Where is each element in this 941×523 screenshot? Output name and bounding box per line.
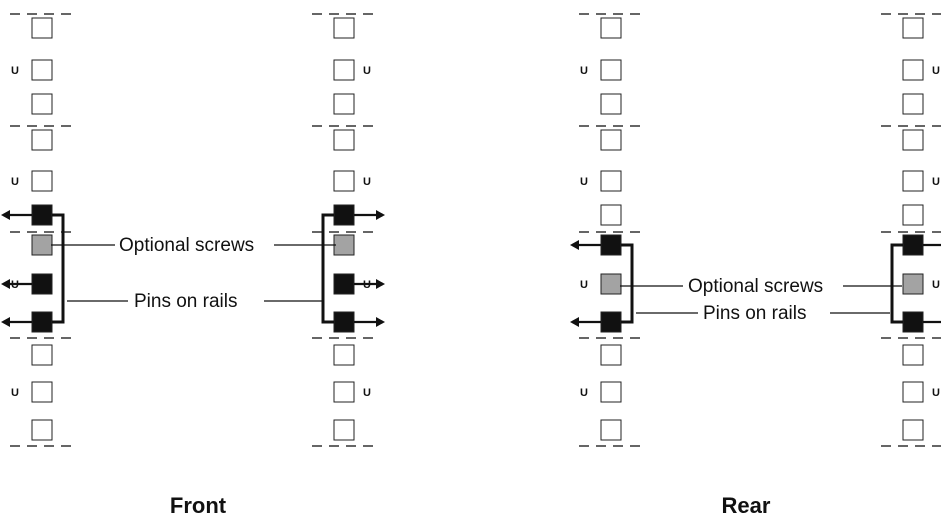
front-screws-label: Optional screws (119, 235, 254, 256)
front-rail-hole-0-0 (31, 17, 53, 39)
rear-pin-square-1-6 (902, 234, 924, 256)
rear-unit-label-1-1: U (932, 176, 940, 188)
rear-pin-square-0-8 (600, 311, 622, 333)
front-rail-hole-1-4 (333, 170, 355, 192)
front-rail-hole-0-1 (31, 59, 53, 81)
front-rail-hole-0-2 (31, 93, 53, 115)
front-pin-square-1-8 (333, 311, 355, 333)
front-panel: Optional screws Pins on rails Front (51, 235, 336, 518)
rear-rail-hole-1-0 (902, 17, 924, 39)
front-rail-hole-0-10 (31, 381, 53, 403)
rear-rail-hole-0-0 (600, 17, 622, 39)
front-arrow-icon-0-2 (1, 317, 10, 327)
front-unit-label-0-0: U (11, 65, 19, 77)
front-arrow-icon-1-0 (376, 210, 385, 220)
front-arrow-icon-0-1 (1, 279, 10, 289)
rear-rail-hole-1-11 (902, 419, 924, 441)
rear-screw-square-0-7 (600, 273, 622, 295)
rear-arrow-icon-0-0 (570, 240, 579, 250)
front-pin-bracket-1 (321, 213, 334, 324)
front-rail-hole-0-11 (31, 419, 53, 441)
front-pin-square-1-7 (333, 273, 355, 295)
front-pin-square-1-5 (333, 204, 355, 226)
front-rail-hole-1-1 (333, 59, 355, 81)
rear-pin-bracket-1 (890, 243, 903, 324)
front-pin-square-0-7 (31, 273, 53, 295)
front-rail-hole-0-3 (31, 129, 53, 151)
rails-layer: UUUUUUUUUUUUUUUU (1, 13, 941, 447)
front-unit-label-0-3: U (11, 387, 19, 399)
front-rail-hole-1-3 (333, 129, 355, 151)
front-rail-hole-1-9 (333, 344, 355, 366)
front-screw-square-1-6 (333, 234, 355, 256)
rear-caption: Rear (722, 493, 771, 518)
front-rail-hole-1-10 (333, 381, 355, 403)
rear-rail-hole-0-10 (600, 381, 622, 403)
rear-unit-label-0-1: U (580, 176, 588, 188)
rear-unit-label-1-3: U (932, 387, 940, 399)
front-unit-label-0-1: U (11, 176, 19, 188)
front-arrow-icon-1-1 (376, 279, 385, 289)
rear-rail-hole-1-2 (902, 93, 924, 115)
front-rail-hole-0-9 (31, 344, 53, 366)
rear-rail-hole-1-9 (902, 344, 924, 366)
rear-rail-hole-0-2 (600, 93, 622, 115)
front-rail-hole-0-4 (31, 170, 53, 192)
front-arrow-icon-0-0 (1, 210, 10, 220)
front-pin-square-0-8 (31, 311, 53, 333)
front-rail-hole-1-2 (333, 93, 355, 115)
front-pin-bracket-0 (52, 213, 65, 324)
front-unit-label-1-3: U (363, 387, 371, 399)
rear-rail-hole-0-11 (600, 419, 622, 441)
front-unit-label-1-1: U (363, 176, 371, 188)
front-caption: Front (170, 493, 227, 518)
rear-rail-hole-1-10 (902, 381, 924, 403)
front-pin-square-0-5 (31, 204, 53, 226)
front-unit-label-1-0: U (363, 65, 371, 77)
front-rail-hole-1-11 (333, 419, 355, 441)
rear-unit-label-0-3: U (580, 387, 588, 399)
rear-rail-hole-1-1 (902, 59, 924, 81)
rear-pin-square-1-8 (902, 311, 924, 333)
rear-screw-square-1-7 (902, 273, 924, 295)
front-arrow-icon-1-2 (376, 317, 385, 327)
rear-unit-label-0-2: U (580, 279, 588, 291)
rear-pin-square-0-6 (600, 234, 622, 256)
rear-screws-label: Optional screws (688, 276, 823, 297)
rear-rail-hole-0-4 (600, 170, 622, 192)
rear-rail-hole-0-9 (600, 344, 622, 366)
rear-unit-label-0-0: U (580, 65, 588, 77)
rear-pin-bracket-0 (621, 243, 634, 324)
rear-rail-hole-1-3 (902, 129, 924, 151)
rear-pins-label: Pins on rails (703, 303, 807, 324)
rear-rail-hole-0-5 (600, 204, 622, 226)
rear-rail-hole-0-3 (600, 129, 622, 151)
front-pins-label: Pins on rails (134, 291, 238, 312)
rear-rail-hole-0-1 (600, 59, 622, 81)
front-screw-square-0-6 (31, 234, 53, 256)
rear-unit-label-1-0: U (932, 65, 940, 77)
rear-panel: Optional screws Pins on rails Rear (620, 276, 902, 518)
front-rail-hole-1-0 (333, 17, 355, 39)
rear-unit-label-1-2: U (932, 279, 940, 291)
rear-rail-hole-1-4 (902, 170, 924, 192)
rear-rail-hole-1-5 (902, 204, 924, 226)
rear-arrow-icon-0-1 (570, 317, 579, 327)
